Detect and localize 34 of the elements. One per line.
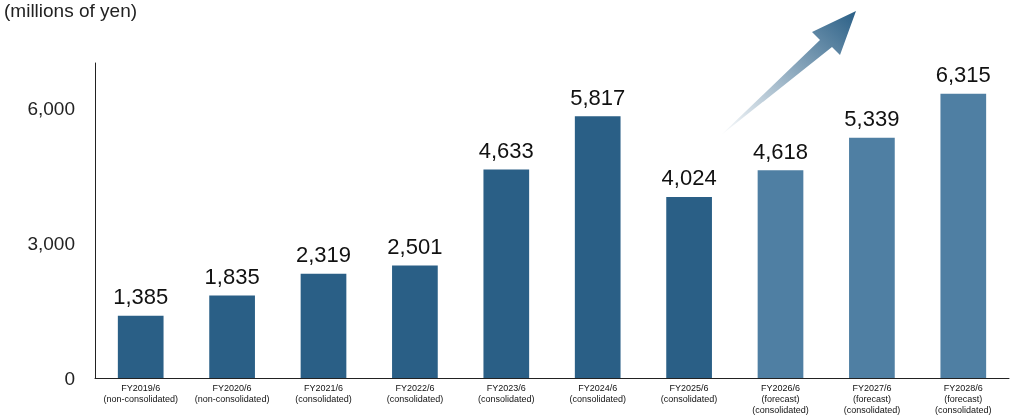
data-label: 6,315 — [935, 62, 991, 88]
data-label: 1,835 — [204, 263, 260, 289]
bar — [666, 196, 712, 378]
bar — [940, 93, 987, 378]
x-tick-label: FY2026/6 (forecast) (consolidated) — [752, 382, 809, 415]
y-axis-title: (millions of yen) — [4, 0, 138, 22]
bar — [117, 315, 164, 378]
y-tick-label: 0 — [64, 367, 75, 389]
data-label: 1,385 — [113, 284, 169, 310]
data-label: 2,319 — [295, 242, 352, 268]
data-label: 4,024 — [661, 165, 717, 191]
data-label: 5,817 — [570, 84, 626, 110]
bar — [849, 137, 895, 378]
x-tick-label: FY2020/6 (non-consolidated) — [194, 382, 270, 404]
x-tick-label: FY2019/6 (non-consolidated) — [103, 382, 178, 404]
data-label: 5,339 — [844, 106, 900, 132]
bar — [483, 169, 530, 378]
bar — [300, 273, 347, 378]
x-tick-label: FY2021/6 (consolidated) — [295, 382, 352, 404]
x-tick-label: FY2024/6 (consolidated) — [569, 382, 626, 404]
x-tick-label: FY2025/6 (consolidated) — [660, 382, 718, 404]
x-tick-label: FY2022/6 (consolidated) — [386, 382, 444, 404]
bar — [209, 295, 255, 378]
x-tick-label: FY2023/6 (consolidated) — [478, 382, 535, 404]
bar — [574, 116, 621, 378]
bar — [757, 170, 804, 378]
y-tick-label: 3,000 — [27, 232, 75, 254]
x-tick-label: FY2028/6 (forecast) (consolidated) — [935, 382, 992, 415]
data-label: 2,501 — [387, 233, 443, 259]
x-tick-label: FY2027/6 (forecast) (consolidated) — [843, 382, 901, 415]
y-tick-label: 6,000 — [27, 97, 75, 119]
data-label: 4,633 — [478, 138, 534, 164]
data-label: 4,618 — [752, 138, 809, 164]
bar — [392, 265, 438, 378]
